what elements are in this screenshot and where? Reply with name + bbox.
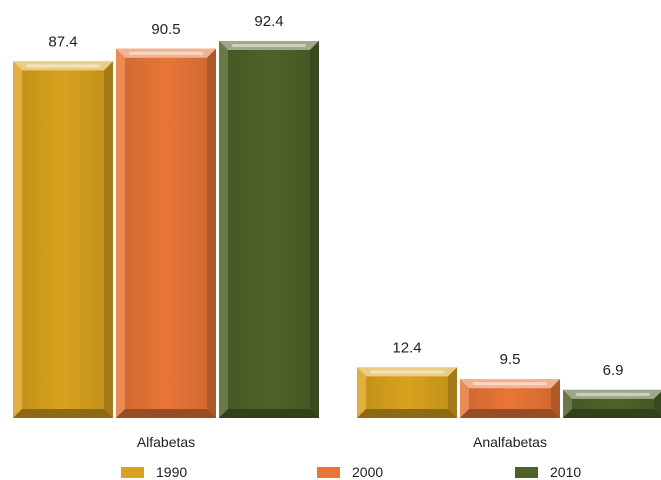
legend-item-1990: 1990 xyxy=(121,464,187,480)
bar-2000-analfabetas xyxy=(460,379,560,418)
category-label-alfabetas: Alfabetas xyxy=(137,434,195,450)
bar-2010-analfabetas xyxy=(563,389,661,418)
value-label-1990-alfabetas: 87.4 xyxy=(48,33,77,50)
legend-label-2010: 2010 xyxy=(550,464,581,480)
value-labels-layer: 87.4 90.5 92.4 12.4 9.5 6.9 xyxy=(48,13,623,379)
value-label-1990-analfabetas: 12.4 xyxy=(392,339,421,356)
bars-layer xyxy=(13,41,661,419)
legend-swatch-2000 xyxy=(317,467,340,478)
legend-item-2010: 2010 xyxy=(515,464,581,480)
bar-1990-analfabetas xyxy=(357,367,457,418)
legend-label-2000: 2000 xyxy=(352,464,383,480)
value-label-2000-alfabetas: 90.5 xyxy=(151,21,180,38)
legend-swatch-2010 xyxy=(515,467,538,478)
legend-item-2000: 2000 xyxy=(317,464,383,480)
category-labels-layer: Alfabetas Analfabetas xyxy=(137,434,547,450)
legend-swatch-1990 xyxy=(121,467,144,478)
bar-1990-alfabetas xyxy=(13,61,113,419)
value-label-2010-alfabetas: 92.4 xyxy=(254,13,283,30)
legend-label-1990: 1990 xyxy=(156,464,187,480)
bar-2000-alfabetas xyxy=(116,48,216,418)
legend: 1990 2000 2010 xyxy=(121,464,581,480)
category-label-analfabetas: Analfabetas xyxy=(473,434,547,450)
value-label-2000-analfabetas: 9.5 xyxy=(500,351,521,368)
value-label-2010-analfabetas: 6.9 xyxy=(603,362,624,379)
bar-2010-alfabetas xyxy=(219,41,319,419)
